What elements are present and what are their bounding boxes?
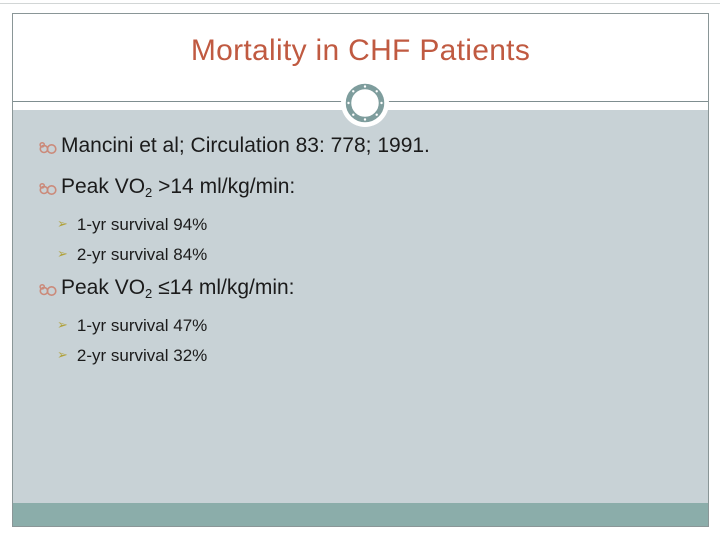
bullet-text-pre: Peak VO <box>61 175 146 198</box>
double-ring-bullet-icon <box>39 174 59 207</box>
arrowhead-bullet-icon: ➢ <box>57 247 68 262</box>
double-ring-bullet-icon <box>39 133 59 166</box>
slide-title: Mortality in CHF Patients <box>190 34 531 67</box>
bullet-text-pre: Peak VO <box>61 276 146 299</box>
arrowhead-bullet-icon: ➢ <box>57 348 68 363</box>
sub-bullet-item: ➢ 2-yr survival 84% <box>13 245 708 265</box>
sub-bullet-text: 2-yr survival 32% <box>76 346 208 365</box>
top-hairline <box>0 3 720 4</box>
bullet-text-post: >14 ml/kg/min: <box>152 175 296 198</box>
sub-bullet-text: 1-yr survival 94% <box>76 215 208 234</box>
bullet-item-peak-vo2-low: Peak VO2 ≤14 ml/kg/min: <box>13 275 708 308</box>
sub-bullet-item: ➢ 1-yr survival 47% <box>13 316 708 336</box>
bullet-text: Peak VO2 ≤14 ml/kg/min: <box>61 275 295 307</box>
bullet-item-peak-vo2-high: Peak VO2 >14 ml/kg/min: <box>13 174 708 207</box>
sub-bullet-text: 1-yr survival 47% <box>76 316 208 335</box>
subscript: 2 <box>145 185 153 200</box>
ring-ornament-icon <box>340 78 390 128</box>
sub-bullet-item: ➢ 2-yr survival 32% <box>13 346 708 366</box>
bullet-text: Peak VO2 >14 ml/kg/min: <box>61 174 295 206</box>
sub-bullet-text: 2-yr survival 84% <box>76 245 208 264</box>
bullet-text: Mancini et al; Circulation 83: 778; 1991… <box>61 134 430 157</box>
slide-frame: Mortality in CHF Patients <box>12 13 709 527</box>
footer-band <box>13 503 708 526</box>
slide-body: Mancini et al; Circulation 83: 778; 1991… <box>13 110 708 503</box>
arrowhead-bullet-icon: ➢ <box>57 217 68 232</box>
arrowhead-bullet-icon: ➢ <box>57 318 68 333</box>
bullet-text-post: ≤14 ml/kg/min: <box>152 276 295 299</box>
subscript: 2 <box>145 286 153 301</box>
sub-bullet-item: ➢ 1-yr survival 94% <box>13 215 708 235</box>
bullet-item-citation: Mancini et al; Circulation 83: 778; 1991… <box>13 133 708 166</box>
double-ring-bullet-icon <box>39 275 59 308</box>
